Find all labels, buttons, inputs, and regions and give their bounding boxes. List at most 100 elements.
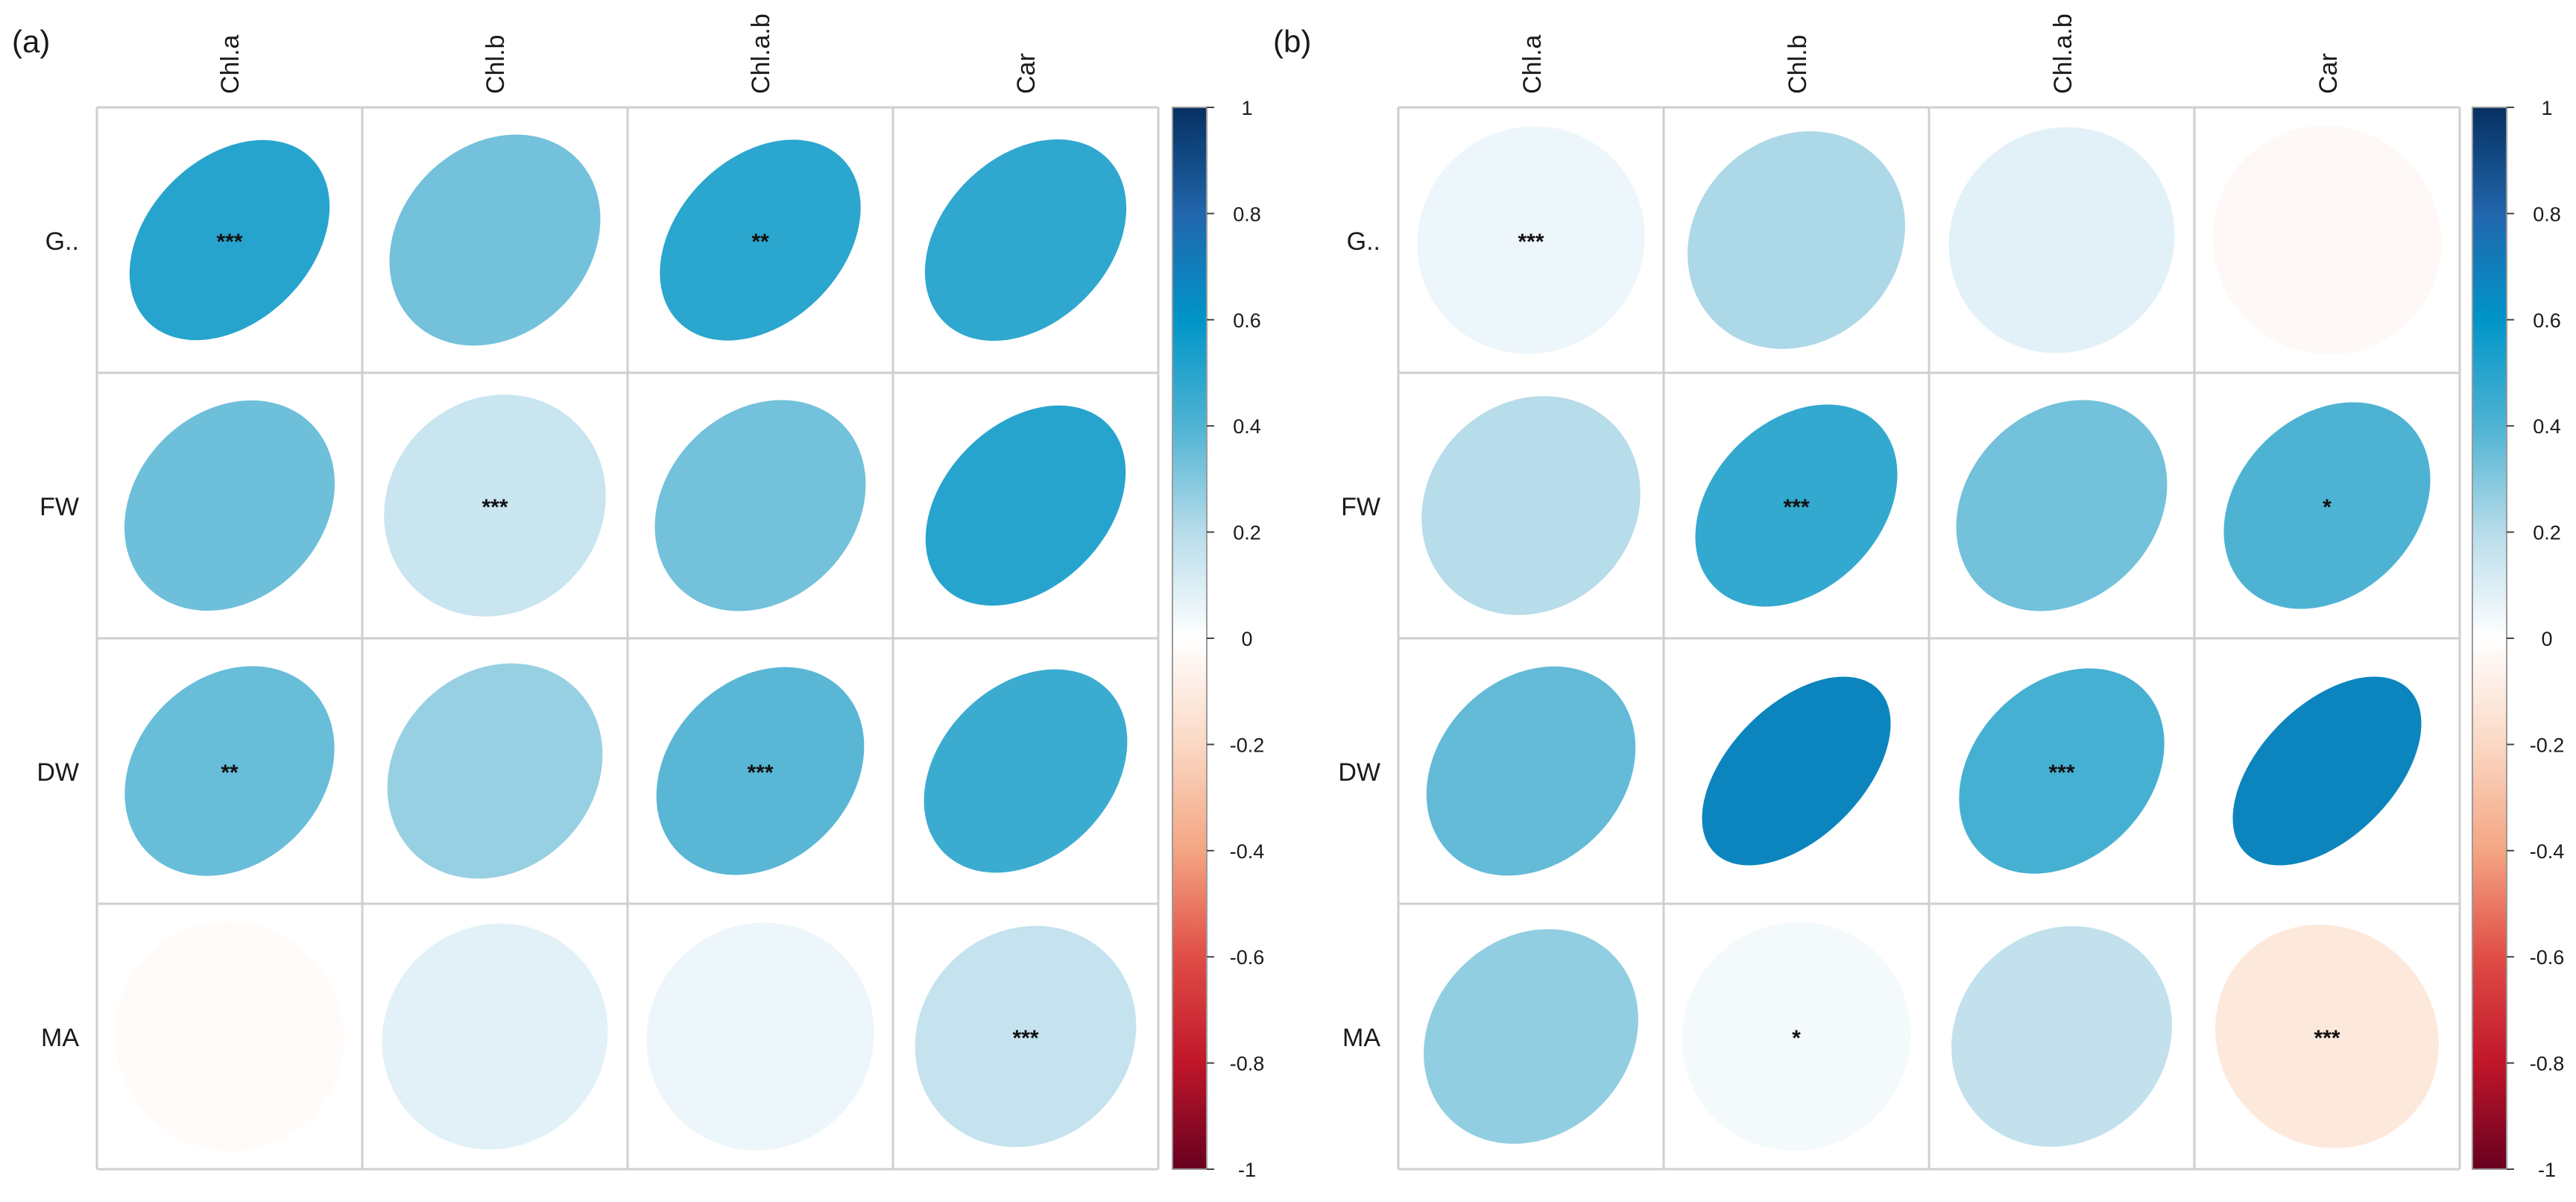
correlation-ellipse — [924, 139, 1127, 342]
colorbar-tick-label: 0.6 — [2533, 309, 2561, 332]
significance-mark: ** — [221, 761, 239, 785]
correlation-ellipse — [129, 139, 330, 341]
correlation-ellipse — [1426, 666, 1636, 876]
column-label: Chl.a.b — [2049, 13, 2077, 94]
correlation-ellipse — [1417, 126, 1645, 354]
colorbar-tick-label: 0.6 — [1233, 309, 1261, 332]
column-label: Car — [2314, 53, 2343, 94]
colorbar-tick-label: 0.2 — [1233, 522, 1261, 544]
significance-mark: *** — [1518, 230, 1544, 254]
panel-label: (b) — [1273, 24, 1311, 59]
colorbar-ticks: 1 0.8 0.6 0.4 0.2 0 -0.2 -0.4 -0.6 -0.8 -1 — [1207, 97, 1264, 1181]
correlogram-panel-a: (a) Chl.a Chl.b Chl.a.b Car G.. FW DW MA… — [12, 13, 1264, 1181]
column-label: Chl.a — [1518, 35, 1547, 94]
correlation-ellipse — [2212, 125, 2442, 355]
correlation-ellipse — [656, 667, 865, 875]
significance-mark: *** — [1012, 1026, 1038, 1051]
colorbar-tick-label: 0.2 — [2533, 522, 2561, 544]
colorbar-tick-label: 1 — [1241, 97, 1252, 119]
colorbar-tick-label: -0.8 — [2530, 1053, 2565, 1075]
column-labels: Chl.a Chl.b Chl.a.b Car — [216, 13, 1041, 94]
correlation-ellipse — [925, 405, 1126, 606]
colorbar-tick-label: 0 — [1241, 628, 1252, 650]
correlation-ellipse — [1688, 131, 1905, 349]
colorbar-tick-label: 0 — [2541, 628, 2552, 650]
correlation-ellipse — [654, 400, 866, 611]
significance-mark: *** — [482, 495, 508, 520]
correlation-ellipse — [1702, 676, 1891, 866]
colorbar-tick-label: -0.2 — [1230, 734, 1265, 756]
significance-mark: *** — [2314, 1026, 2340, 1051]
colorbar-tick-label: -0.6 — [2530, 946, 2565, 969]
row-label: FW — [40, 493, 79, 521]
correlation-ellipse — [389, 134, 601, 346]
colorbar-tick-label: -0.8 — [1230, 1053, 1265, 1075]
colorbar-ticks: 1 0.8 0.6 0.4 0.2 0 -0.2 -0.4 -0.6 -0.8 -1 — [2507, 97, 2564, 1181]
correlation-ellipse — [387, 663, 603, 879]
significance-mark: ** — [751, 230, 769, 254]
column-labels: Chl.a Chl.b Chl.a.b Car — [1518, 13, 2343, 94]
correlation-ellipse — [124, 400, 335, 611]
grid-lines — [1397, 106, 2461, 1171]
column-label: Chl.b — [1784, 35, 1812, 94]
ellipse-cells — [1417, 125, 2442, 1151]
significance-mark: *** — [2048, 761, 2074, 785]
correlation-ellipse — [1421, 396, 1641, 615]
colorbar-tick-label: 0.4 — [1233, 415, 1261, 438]
correlation-ellipse — [1682, 922, 1911, 1151]
colorbar: 1 0.8 0.6 0.4 0.2 0 -0.2 -0.4 -0.6 -0.8 -1 — [2472, 97, 2564, 1181]
grid-lines — [95, 106, 1160, 1171]
correlation-ellipse — [1956, 400, 2168, 611]
correlation-ellipse — [924, 669, 1128, 873]
colorbar-tick-label: -0.6 — [1230, 946, 1265, 969]
colorbar-tick-label: 0.8 — [2533, 203, 2561, 225]
colorbar-tick-label: -0.4 — [1230, 840, 1265, 863]
column-label: Car — [1012, 53, 1041, 94]
column-label: Chl.a — [216, 35, 244, 94]
row-labels: G.. FW DW MA — [1338, 227, 1380, 1052]
correlation-ellipse — [2215, 925, 2439, 1148]
row-labels: G.. FW DW MA — [37, 227, 79, 1052]
colorbar-tick-label: -1 — [1238, 1159, 1256, 1181]
correlation-ellipse — [1959, 668, 2165, 874]
correlation-ellipse — [660, 139, 861, 341]
colorbar-gradient — [2472, 107, 2507, 1170]
significance-mark: * — [1792, 1026, 1801, 1051]
row-label: G.. — [1347, 227, 1380, 256]
panel-label: (a) — [12, 24, 50, 59]
correlation-ellipse — [1424, 929, 1638, 1144]
colorbar-tick-label: -0.4 — [2530, 840, 2565, 863]
row-label: DW — [37, 758, 79, 787]
correlation-ellipse — [2223, 402, 2431, 609]
row-label: MA — [1342, 1024, 1380, 1052]
correlation-ellipse — [384, 394, 606, 617]
column-label: Chl.a.b — [747, 13, 775, 94]
colorbar-tick-label: -1 — [2538, 1159, 2556, 1181]
colorbar: 1 0.8 0.6 0.4 0.2 0 -0.2 -0.4 -0.6 -0.8 -1 — [1172, 97, 1264, 1181]
colorbar-tick-label: -0.2 — [2530, 734, 2565, 756]
correlation-ellipse — [382, 923, 608, 1150]
correlation-ellipse — [124, 666, 335, 876]
colorbar-gradient — [1172, 107, 1208, 1170]
correlation-ellipse — [1695, 404, 1898, 607]
colorbar-tick-label: 1 — [2541, 97, 2552, 119]
colorbar-tick-label: 0.4 — [2533, 415, 2561, 438]
row-label: G.. — [45, 227, 79, 256]
significance-mark: *** — [747, 761, 773, 785]
correlogram-panel-b: (b) Chl.a Chl.b Chl.a.b Car G.. FW DW MA… — [1273, 13, 2564, 1181]
significance-mark: *** — [1783, 495, 1809, 520]
correlation-ellipse — [915, 925, 1137, 1148]
correlation-ellipse — [2232, 676, 2422, 866]
correlation-ellipse — [1951, 926, 2172, 1147]
correlation-ellipse — [115, 922, 344, 1151]
column-label: Chl.b — [482, 35, 510, 94]
colorbar-tick-label: 0.8 — [1233, 203, 1261, 225]
row-label: MA — [41, 1024, 79, 1052]
correlation-ellipse — [1948, 127, 2175, 353]
significance-mark: *** — [216, 230, 242, 254]
significance-marks: ****** ***** *** — [1518, 230, 2340, 1051]
significance-mark: * — [2323, 495, 2332, 520]
significance-marks: *** ******* ****** — [216, 230, 1038, 1051]
ellipse-cells — [115, 134, 1137, 1151]
